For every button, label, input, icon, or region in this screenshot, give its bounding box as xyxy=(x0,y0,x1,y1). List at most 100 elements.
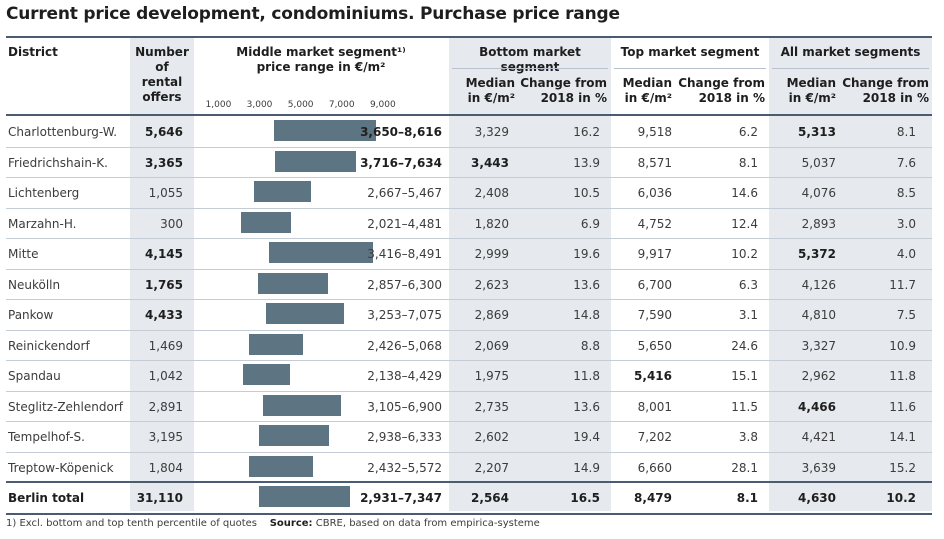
header-district: District xyxy=(8,45,58,59)
cell-bottom-change: 14.8 xyxy=(573,308,600,322)
cell-top-median: 6,660 xyxy=(637,460,672,475)
header-bottom-median: Median in €/m² xyxy=(465,76,515,105)
cell-top-change: 6.2 xyxy=(738,125,758,139)
header-top-segment: Top market segment xyxy=(620,45,760,59)
cell-range: 2,931–7,347 xyxy=(360,491,442,505)
row-separator xyxy=(6,146,932,148)
cell-bottom-change: 16.2 xyxy=(573,125,600,139)
cell-range: 2,426–5,068 xyxy=(367,338,442,353)
cell-range: 2,857–6,300 xyxy=(367,277,442,292)
row-separator xyxy=(6,207,932,209)
price-range-bar xyxy=(259,425,330,446)
cell-bottom-change: 8.8 xyxy=(580,338,600,353)
cell-top-change: 28.1 xyxy=(731,460,758,475)
cell-all-change: 7.5 xyxy=(896,308,916,322)
cell-offers: 1,055 xyxy=(148,186,183,200)
price-range-bar xyxy=(248,333,304,355)
price-range-bar xyxy=(240,211,292,233)
row-separator xyxy=(6,421,932,422)
axis-tick-label: 9,000 xyxy=(369,100,396,110)
cell-bottom-median: 1,820 xyxy=(474,216,509,231)
cell-offers: 3,365 xyxy=(145,155,183,170)
cell-top-change: 6.3 xyxy=(738,277,758,292)
row-separator xyxy=(6,177,932,178)
price-range-bar xyxy=(248,455,314,477)
cell-bottom-change: 13.9 xyxy=(573,155,600,170)
cell-top-change: 24.6 xyxy=(731,338,758,353)
cell-offers: 1,765 xyxy=(145,277,183,292)
district-name: Pankow xyxy=(8,308,54,322)
cell-bottom-median: 2,735 xyxy=(474,399,509,414)
shade-all-segments xyxy=(769,37,932,511)
row-separator xyxy=(6,238,932,239)
cell-top-median: 9,917 xyxy=(637,247,672,261)
cell-top-median: 8,479 xyxy=(634,491,672,505)
header-middle-segment: Middle market segment¹⁾ price range in €… xyxy=(236,45,406,74)
cell-top-median: 6,700 xyxy=(637,277,672,292)
cell-offers: 1,469 xyxy=(148,338,183,353)
price-range-bar xyxy=(275,150,356,172)
cell-range: 3,105–6,900 xyxy=(367,399,442,414)
segment-divider-all xyxy=(772,68,929,69)
cell-bottom-change: 19.4 xyxy=(573,430,600,444)
header-top-change: Change from 2018 in % xyxy=(678,76,765,105)
cell-bottom-median: 1,975 xyxy=(474,369,509,383)
footnote-note: 1) Excl. bottom and top tenth percentile… xyxy=(6,518,257,529)
header-bottom-segment: Bottom market segment xyxy=(479,45,581,74)
cell-bottom-change: 19.6 xyxy=(573,247,600,261)
cell-top-median: 8,571 xyxy=(637,155,672,170)
row-separator xyxy=(6,451,932,453)
cell-top-change: 3.8 xyxy=(738,430,758,444)
cell-top-change: 12.4 xyxy=(731,216,758,231)
cell-bottom-median: 2,069 xyxy=(474,338,509,353)
cell-top-median: 7,202 xyxy=(637,430,672,444)
cell-all-change: 8.5 xyxy=(896,186,916,200)
cell-top-change: 3.1 xyxy=(738,308,758,322)
cell-all-median: 4,421 xyxy=(801,430,836,444)
cell-bottom-change: 14.9 xyxy=(573,460,600,475)
cell-all-change: 11.6 xyxy=(889,399,916,414)
cell-all-median: 4,630 xyxy=(798,491,836,505)
price-range-bar xyxy=(259,486,350,507)
cell-bottom-median: 2,602 xyxy=(474,430,509,444)
cell-all-median: 4,810 xyxy=(801,308,836,322)
cell-top-median: 8,001 xyxy=(637,399,672,414)
cell-top-change: 14.6 xyxy=(731,186,758,200)
footnote-source-label: Source: xyxy=(269,518,313,529)
footnote: 1) Excl. bottom and top tenth percentile… xyxy=(6,518,540,529)
cell-bottom-change: 16.5 xyxy=(570,491,600,505)
header-all-change: Change from 2018 in % xyxy=(842,76,929,105)
district-name: Tempelhof-S. xyxy=(8,430,85,444)
district-name: Mitte xyxy=(8,247,39,261)
table-top-rule xyxy=(6,36,932,38)
cell-range: 3,416–8,491 xyxy=(367,247,442,261)
row-separator xyxy=(6,299,932,300)
header-rental-offers: Number of rental offers xyxy=(135,45,189,104)
price-range-bar xyxy=(274,120,377,141)
cell-range: 3,253–7,075 xyxy=(367,308,442,322)
cell-all-change: 14.1 xyxy=(889,430,916,444)
footnote-source-text: CBRE, based on data from empirica-system… xyxy=(315,518,540,529)
cell-all-median: 5,037 xyxy=(801,155,836,170)
cell-range: 2,021–4,481 xyxy=(367,216,442,231)
cell-all-median: 3,639 xyxy=(801,460,836,475)
cell-all-change: 8.1 xyxy=(896,125,916,139)
cell-top-change: 11.5 xyxy=(731,399,758,414)
cell-range: 3,716–7,634 xyxy=(360,155,442,170)
total-rule xyxy=(6,481,932,483)
cell-bottom-median: 2,408 xyxy=(474,186,509,200)
cell-bottom-median: 2,207 xyxy=(474,460,509,475)
cell-bottom-change: 11.8 xyxy=(573,369,600,383)
cell-bottom-median: 3,329 xyxy=(474,125,509,139)
cell-offers: 3,195 xyxy=(148,430,183,444)
cell-offers: 4,433 xyxy=(145,308,183,322)
price-range-bar xyxy=(242,364,290,385)
cell-top-change: 8.1 xyxy=(738,155,758,170)
cell-all-change: 3.0 xyxy=(896,216,916,231)
cell-bottom-median: 2,869 xyxy=(474,308,509,322)
cell-all-median: 2,893 xyxy=(801,216,836,231)
cell-all-change: 4.0 xyxy=(896,247,916,261)
cell-bottom-change: 10.5 xyxy=(573,186,600,200)
header-all-segments: All market segments xyxy=(780,45,921,59)
segment-divider-top xyxy=(614,68,766,69)
